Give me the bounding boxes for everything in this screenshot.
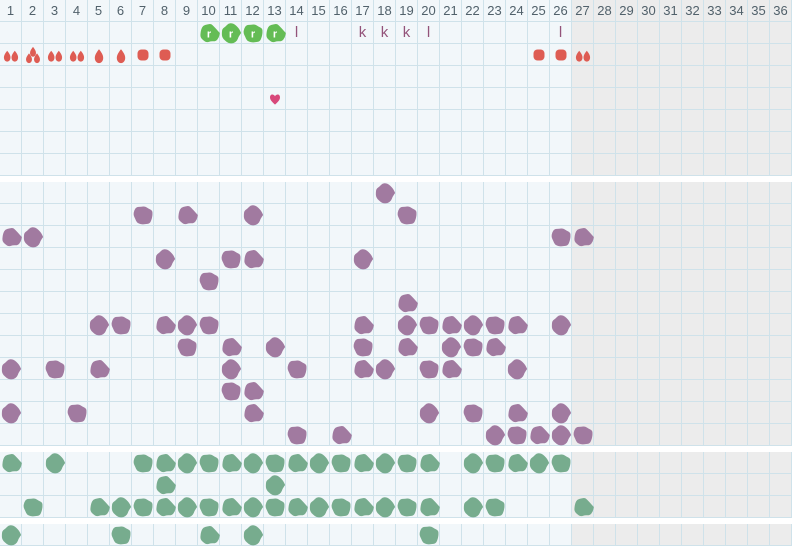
svg-text:r: r xyxy=(228,28,233,40)
svg-text:r: r xyxy=(250,28,255,40)
svg-text:r: r xyxy=(272,28,277,40)
svg-text:r: r xyxy=(206,28,211,40)
